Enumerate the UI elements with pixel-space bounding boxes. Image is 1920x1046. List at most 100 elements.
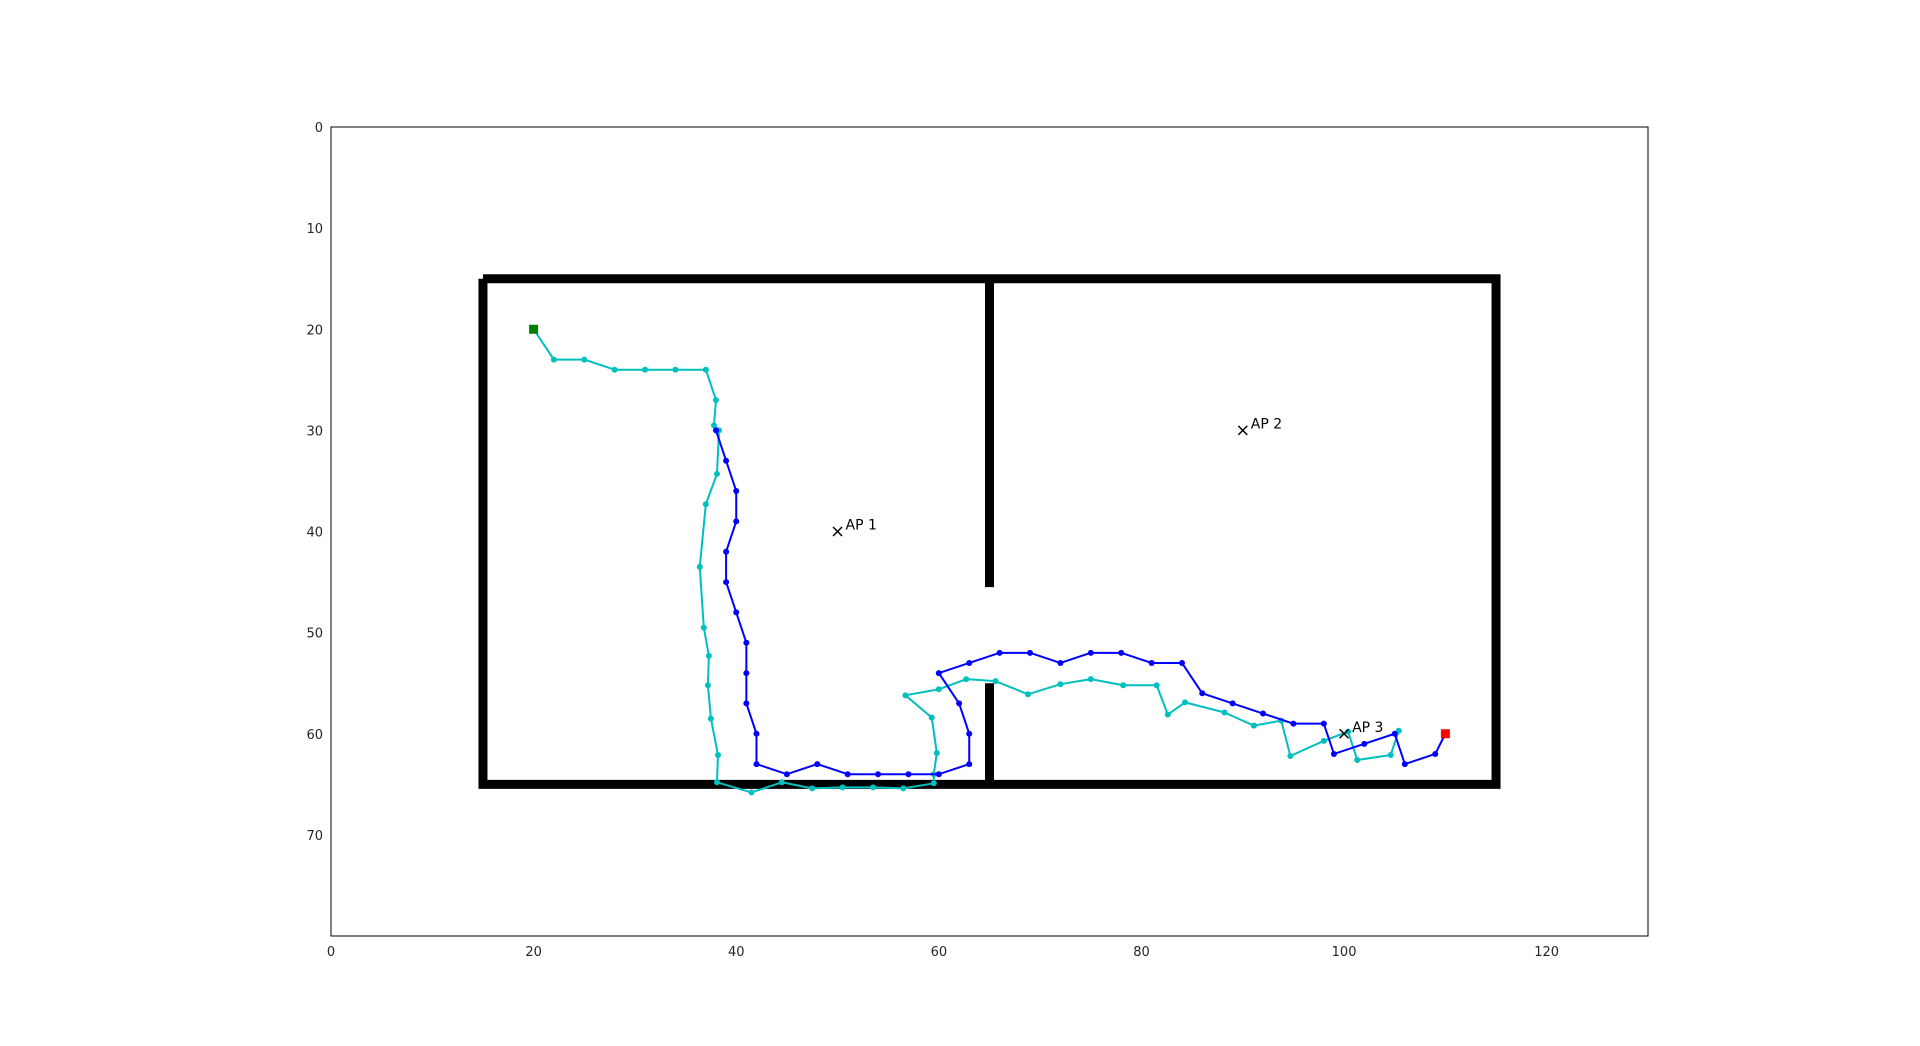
trajectory-point xyxy=(956,700,963,707)
trajectory-point xyxy=(1320,720,1327,727)
trajectory-point xyxy=(963,676,970,683)
y-tick-label: 60 xyxy=(306,728,323,743)
trajectory-point xyxy=(743,700,750,707)
start-marker xyxy=(529,324,539,334)
trajectory-point xyxy=(966,761,973,768)
trajectory-point xyxy=(611,366,618,373)
trajectory-point xyxy=(712,427,719,434)
trajectory-point xyxy=(702,366,709,373)
y-tick-label: 30 xyxy=(306,424,323,439)
access-point-3: AP 3 xyxy=(1339,720,1383,739)
trajectory-point xyxy=(1182,699,1189,706)
trajectory-point xyxy=(707,715,714,722)
ap-label: AP 3 xyxy=(1352,720,1383,736)
trajectory-point xyxy=(700,624,707,631)
trajectory-point xyxy=(1221,709,1228,716)
trajectory-point xyxy=(723,457,730,464)
trajectory-point xyxy=(809,785,816,792)
trajectory-point xyxy=(710,422,717,429)
trajectory-point xyxy=(966,730,973,737)
access-point-1: AP 1 xyxy=(832,518,877,537)
trajectory-point xyxy=(1153,682,1160,689)
trajectory-point xyxy=(1229,700,1236,707)
trajectory-point xyxy=(753,730,760,737)
trajectory-point xyxy=(905,771,912,778)
trajectory-point xyxy=(966,659,973,666)
trajectory-point xyxy=(713,470,720,477)
trajectory-point xyxy=(778,779,785,786)
trajectory-point xyxy=(996,649,1003,656)
trajectory-point xyxy=(1087,649,1094,656)
trajectory-point xyxy=(1330,750,1337,757)
x-tick-label: 100 xyxy=(1332,945,1357,960)
trajectory-point xyxy=(814,761,821,768)
trajectory-point xyxy=(712,397,719,404)
trajectory-point xyxy=(702,501,709,508)
trajectory-point xyxy=(1024,691,1031,698)
access-point-2: AP 2 xyxy=(1237,416,1282,436)
trajectory-point xyxy=(1401,761,1408,768)
x-tick-label: 0 xyxy=(327,945,335,960)
trajectory-point xyxy=(935,670,942,677)
trajectory-point xyxy=(1391,730,1398,737)
y-tick-label: 50 xyxy=(306,627,323,642)
trajectory-point xyxy=(713,779,720,786)
trajectory-point xyxy=(1361,740,1368,747)
ap-cross-marker xyxy=(1339,728,1350,739)
trajectory-point xyxy=(900,785,907,792)
trajectory-point xyxy=(844,771,851,778)
y-tick-label: 70 xyxy=(306,829,323,844)
trajectory-point xyxy=(1199,690,1206,697)
trajectory-point xyxy=(1164,711,1171,718)
tick-labels: 0 20 40 60 80 100 120 0 10 20 30 40 50 60 70 xyxy=(306,121,1559,960)
trajectory-point xyxy=(1387,751,1394,758)
trajectory-point xyxy=(1148,659,1155,666)
trajectory-point xyxy=(743,670,750,677)
trajectory-point xyxy=(714,751,721,758)
trajectory-point xyxy=(550,356,557,363)
trajectory-point xyxy=(1354,757,1361,764)
y-tick-label: 40 xyxy=(306,526,323,541)
trajectory-point xyxy=(642,366,649,373)
trajectory-point xyxy=(696,563,703,570)
trajectory-point xyxy=(705,652,712,659)
ap-label: AP 1 xyxy=(846,518,877,534)
y-tick-label: 20 xyxy=(306,323,323,338)
trajectory-point xyxy=(1287,752,1294,759)
trajectory-point xyxy=(992,678,999,685)
trajectory-point xyxy=(733,488,740,495)
trajectory-point xyxy=(748,789,755,796)
trajectory-point xyxy=(930,780,937,787)
ap-cross-marker xyxy=(832,526,843,537)
trajectory-point xyxy=(1120,682,1127,689)
trajectory-point xyxy=(869,784,876,791)
trajectory-point xyxy=(733,518,740,525)
trajectory-point xyxy=(933,749,940,756)
trajectory-point xyxy=(902,692,909,699)
trajectory-point xyxy=(928,714,935,721)
x-tick-label: 20 xyxy=(525,945,542,960)
trajectory-point xyxy=(935,686,942,693)
trajectory-point xyxy=(1057,659,1064,666)
ap-cross-marker xyxy=(1237,425,1248,436)
trajectory-point xyxy=(672,366,679,373)
x-tick-label: 60 xyxy=(931,945,948,960)
wall-1 xyxy=(478,274,1501,789)
y-tick-label: 10 xyxy=(306,222,323,237)
axes-frame xyxy=(330,126,1649,937)
goal-marker xyxy=(1440,729,1450,739)
ap-label: AP 2 xyxy=(1251,416,1282,432)
trajectory-series-2 xyxy=(712,427,1449,778)
trajectory-point xyxy=(1260,710,1267,717)
trajectory-point xyxy=(1057,681,1064,688)
trajectory-point xyxy=(1432,750,1439,757)
trajectory-point xyxy=(581,356,588,363)
trajectory-point xyxy=(1320,737,1327,744)
x-tick-label: 80 xyxy=(1133,945,1150,960)
trajectory-point xyxy=(723,548,730,555)
trajectory-point xyxy=(935,771,942,778)
plot-area: AP 1 AP 2 AP 3 xyxy=(478,274,1501,796)
y-tick-label: 0 xyxy=(315,121,323,136)
